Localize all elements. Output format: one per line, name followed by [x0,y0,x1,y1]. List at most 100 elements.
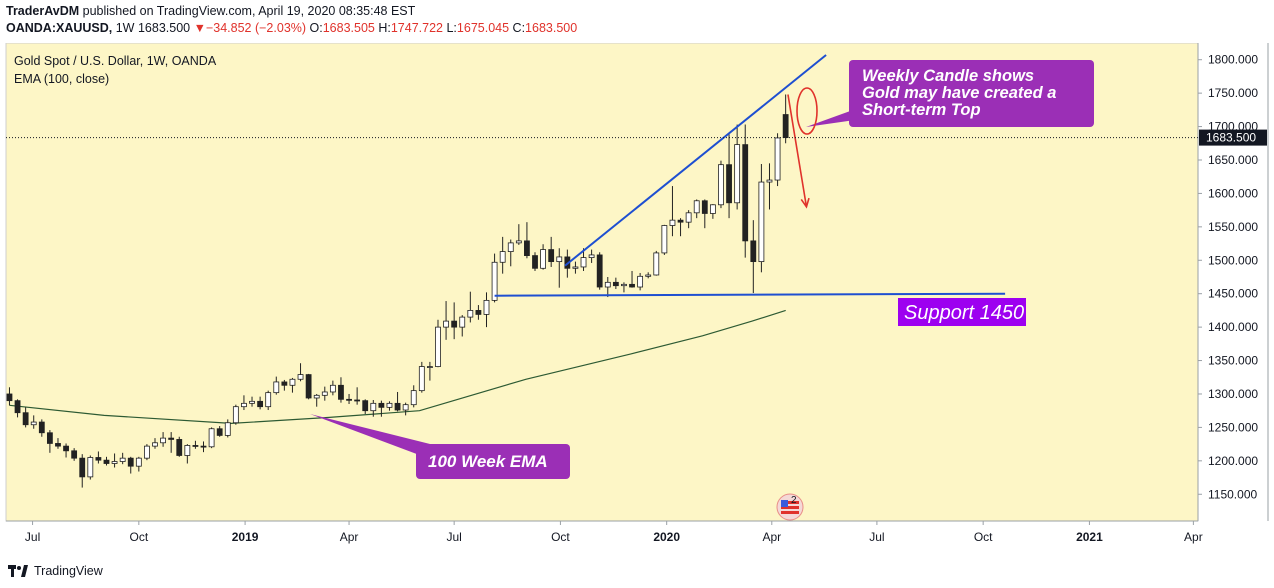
chart-area[interactable]: 1150.000 1200.000 1250.000 1300.000 1350.000… [0,42,1274,553]
candle-up [370,402,377,412]
candle-up [483,299,490,315]
callout-line-3: Short-term Top [862,101,981,119]
candle-up [135,457,142,467]
x-tick-label: Apr [1184,530,1203,544]
support-label: Support 1450 [904,302,1024,324]
author-name[interactable]: TraderAvDM [6,4,80,18]
symbol-label: OANDA:XAUUSD, [6,21,113,35]
y-tick-label: 1550.000 [1208,220,1258,234]
candle-down [475,310,482,315]
chart-legend-title: Gold Spot / U.S. Dollar, 1W, OANDA [14,54,217,68]
candle-up [418,366,425,392]
candle-down [281,381,288,386]
low-label: L: [446,21,457,35]
candle-down [524,240,530,256]
price-axis[interactable]: 1150.000 1200.000 1250.000 1300.000 1350.000… [1198,53,1258,502]
candle-up [774,137,781,181]
candle-down [71,450,78,459]
open-value: 1683.505 [322,21,375,35]
candle-down [216,428,223,436]
candle-up [224,422,231,436]
interval-label: 1W [115,21,135,35]
candle-down [14,400,21,414]
current-price-tag[interactable] [1199,129,1267,146]
candle-up [273,381,280,394]
candle-up [572,266,579,269]
price-chart[interactable]: 1150.000 1200.000 1250.000 1300.000 1350.000… [0,42,1274,553]
x-tick-label: Apr [762,530,781,544]
top-callout[interactable] [849,60,1094,127]
open-label: O: [309,21,323,35]
candle-up [693,200,700,214]
event-count: 2 [791,495,797,506]
x-tick-label: 2019 [232,530,259,544]
candle-down [176,439,183,456]
candle-up [621,283,627,287]
callout-pointer [806,110,855,127]
y-tick-label: 1350.000 [1208,354,1258,368]
candle-up [329,384,336,393]
candle-down [79,457,86,478]
candle-up [588,254,595,258]
candle-down [677,219,684,223]
chart-legend-indicator[interactable]: EMA (100, close) [14,72,109,86]
projection-arrow-head [800,197,810,209]
candle-down [701,200,708,214]
candle-up [289,378,296,386]
candle-down [22,412,29,426]
footer-brand[interactable]: TradingView [34,564,103,578]
candle-down [532,255,538,269]
candle-down [629,283,635,288]
candle-up [232,406,239,424]
candle-up [297,374,304,380]
candle-up [426,366,433,368]
y-tick-label: 1650.000 [1208,153,1258,167]
support-label-box[interactable] [898,298,1026,326]
candle-up [144,445,150,459]
support-trendline [494,292,1006,297]
candle-up [321,391,328,396]
drawings-layer[interactable] [494,54,1006,297]
ema-callout-pointer [310,414,434,459]
candle-down [200,445,207,448]
candle-down [782,114,789,138]
candle-down [6,393,13,402]
y-tick-label: 1250.000 [1208,420,1258,434]
published-text: published on TradingView.com, April 19, … [79,4,416,18]
candle-down [168,437,175,440]
ohlc-line: OANDA:XAUUSD, 1W 1683.500 ▼−34.852 (−2.0… [6,21,577,35]
candle-down [750,240,757,263]
tradingview-logo-icon[interactable] [8,565,28,577]
ema-callout[interactable] [416,444,570,479]
us-flag-event-icon[interactable]: 2 [776,493,804,521]
candle-down [192,445,199,447]
candle-up [208,428,215,448]
candle-down [95,457,102,461]
candle-up [540,249,546,269]
candle-down [354,399,361,402]
candle-up [241,402,247,408]
x-tick-label: Oct [974,530,993,544]
close-value: 1683.500 [525,21,578,35]
candle-up [685,212,692,223]
candle-down [451,320,458,328]
candle-down [55,443,61,447]
x-tick-label: Jul [869,530,884,544]
x-tick-label: 2021 [1076,530,1103,544]
candle-up [160,437,166,444]
candle-down [305,374,312,399]
candle-up [265,392,272,408]
candle-down [378,402,385,408]
candle-up [443,320,449,328]
candle-down [612,281,619,287]
ema-callout-label: 100 Week EMA [428,452,548,471]
x-tick-label: Oct [129,530,148,544]
x-tick-label: 2020 [653,530,680,544]
candle-up [119,457,126,462]
candle-up [467,310,474,318]
candle-up [556,256,563,263]
time-axis[interactable]: Jul Oct 2019 Apr Jul Oct 2020 Apr Jul Oct 2021 Apr [25,521,1203,544]
candle-up [313,394,320,399]
candle-up [459,316,466,328]
candle-up [30,421,37,426]
